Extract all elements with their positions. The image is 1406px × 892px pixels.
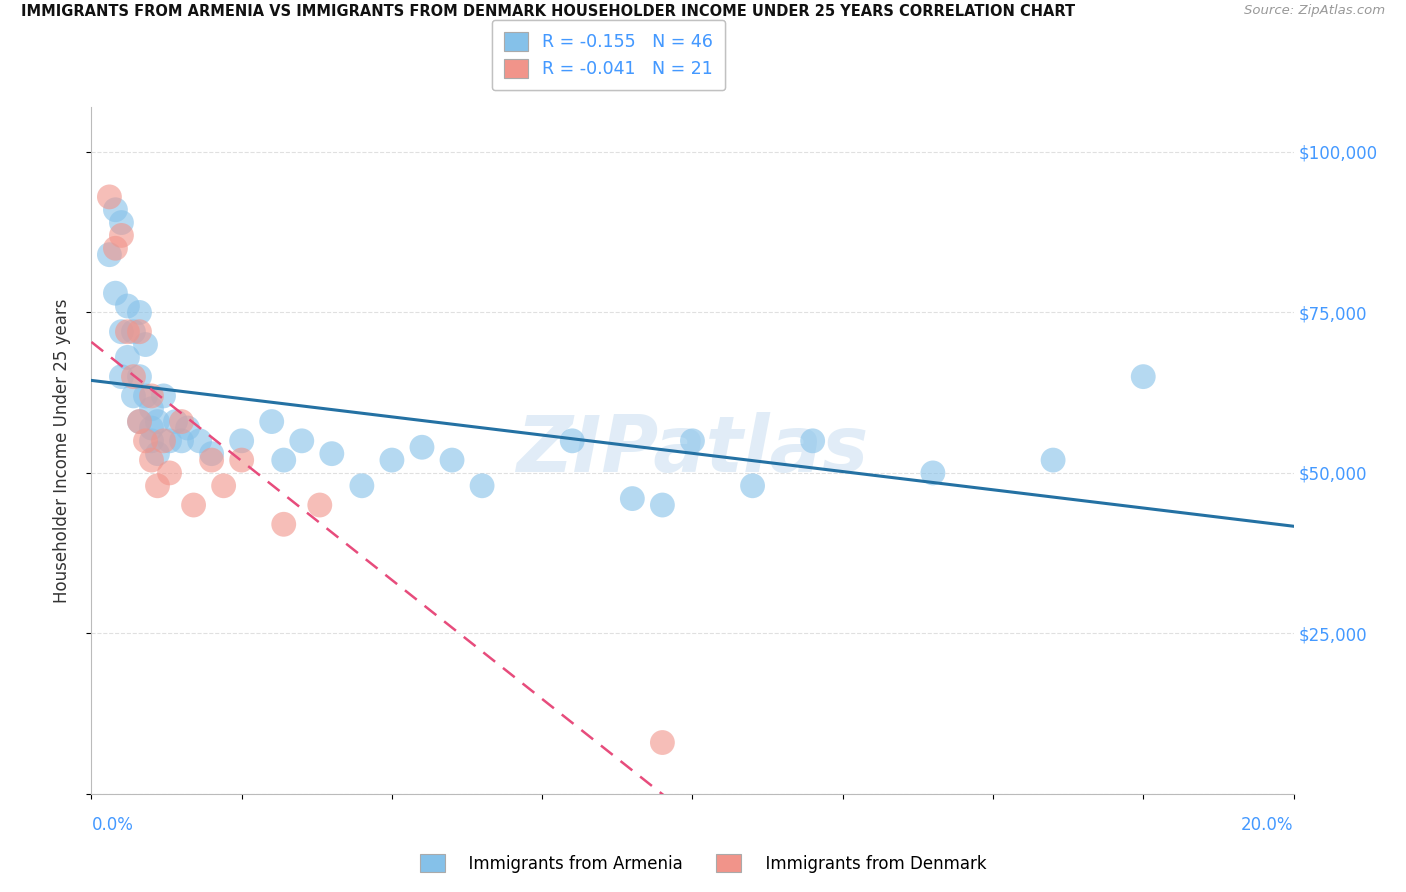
Point xyxy=(681,434,703,448)
Text: 20.0%: 20.0% xyxy=(1241,816,1294,834)
Point xyxy=(165,415,187,429)
Point xyxy=(291,434,314,448)
Point xyxy=(110,369,132,384)
Point xyxy=(561,434,583,448)
Point xyxy=(922,466,945,480)
Text: Source: ZipAtlas.com: Source: ZipAtlas.com xyxy=(1244,4,1385,18)
Point xyxy=(128,305,150,319)
Point xyxy=(146,415,169,429)
Point xyxy=(104,286,127,301)
Text: IMMIGRANTS FROM ARMENIA VS IMMIGRANTS FROM DENMARK HOUSEHOLDER INCOME UNDER 25 Y: IMMIGRANTS FROM ARMENIA VS IMMIGRANTS FR… xyxy=(21,4,1076,20)
Point xyxy=(188,434,211,448)
Point xyxy=(122,389,145,403)
Point xyxy=(104,241,127,255)
Point xyxy=(1132,369,1154,384)
Y-axis label: Householder Income Under 25 years: Householder Income Under 25 years xyxy=(52,298,70,603)
Point xyxy=(141,389,163,403)
Point xyxy=(159,466,181,480)
Point xyxy=(117,325,139,339)
Point xyxy=(176,421,198,435)
Text: ZIPatlas: ZIPatlas xyxy=(516,412,869,489)
Point xyxy=(471,479,494,493)
Point xyxy=(128,415,150,429)
Legend:   Immigrants from Armenia,   Immigrants from Denmark: Immigrants from Armenia, Immigrants from… xyxy=(413,847,993,880)
Point xyxy=(231,434,253,448)
Point xyxy=(801,434,824,448)
Point xyxy=(651,498,673,512)
Point xyxy=(440,453,463,467)
Point xyxy=(134,389,156,403)
Point xyxy=(260,415,283,429)
Point xyxy=(141,421,163,435)
Point xyxy=(141,401,163,416)
Legend: R = -0.155   N = 46, R = -0.041   N = 21: R = -0.155 N = 46, R = -0.041 N = 21 xyxy=(492,20,725,90)
Text: 0.0%: 0.0% xyxy=(91,816,134,834)
Point xyxy=(321,447,343,461)
Point xyxy=(128,415,150,429)
Point xyxy=(651,735,673,749)
Point xyxy=(146,447,169,461)
Point xyxy=(134,337,156,351)
Point xyxy=(201,447,224,461)
Point xyxy=(741,479,763,493)
Point xyxy=(110,325,132,339)
Point xyxy=(621,491,644,506)
Point xyxy=(117,351,139,365)
Point xyxy=(134,434,156,448)
Point xyxy=(152,434,174,448)
Point xyxy=(122,369,145,384)
Point xyxy=(231,453,253,467)
Point xyxy=(128,325,150,339)
Point xyxy=(201,453,224,467)
Point xyxy=(170,415,193,429)
Point xyxy=(146,479,169,493)
Point xyxy=(98,248,121,262)
Point xyxy=(141,453,163,467)
Point xyxy=(381,453,404,467)
Point xyxy=(152,389,174,403)
Point xyxy=(411,440,433,454)
Point xyxy=(350,479,373,493)
Point xyxy=(110,216,132,230)
Point xyxy=(122,325,145,339)
Point xyxy=(141,434,163,448)
Point xyxy=(273,517,295,532)
Point xyxy=(128,369,150,384)
Point xyxy=(117,299,139,313)
Point xyxy=(159,434,181,448)
Point xyxy=(98,190,121,204)
Point xyxy=(183,498,205,512)
Point xyxy=(110,228,132,243)
Point xyxy=(104,202,127,217)
Point xyxy=(273,453,295,467)
Point xyxy=(308,498,330,512)
Point xyxy=(170,434,193,448)
Point xyxy=(212,479,235,493)
Point xyxy=(1042,453,1064,467)
